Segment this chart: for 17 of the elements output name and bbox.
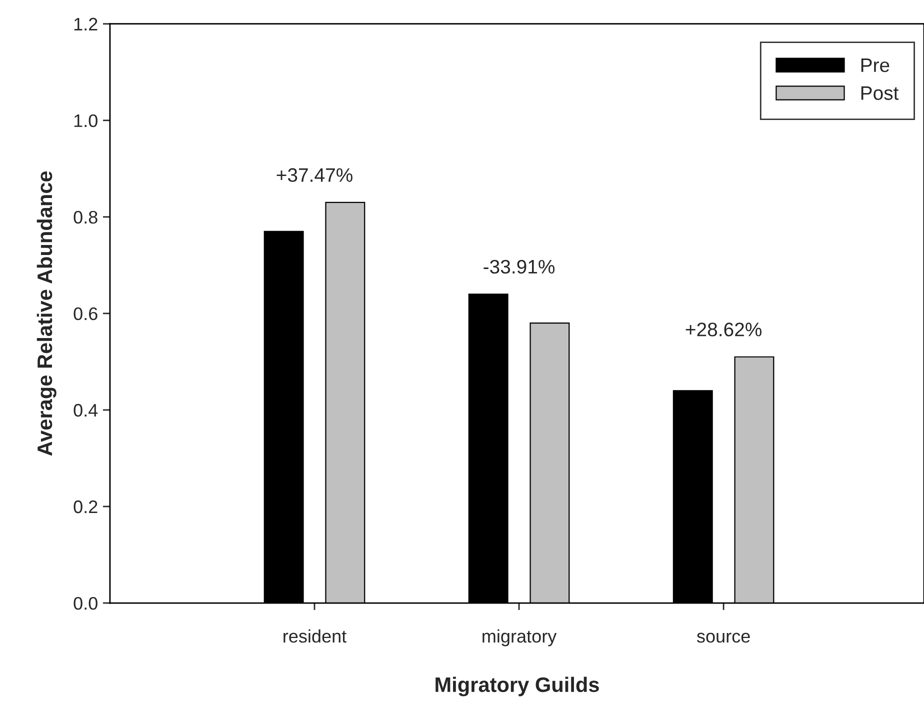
y-tick-label: 0.0 — [74, 596, 98, 610]
annotation: -33.91% — [484, 260, 555, 274]
legend-label: Pre — [861, 58, 890, 72]
x-tick-label: migratory — [482, 629, 557, 646]
x-axis-title: Migratory Guilds — [436, 676, 599, 696]
annotation: +37.47% — [276, 168, 352, 182]
y-axis-title: Average Relative Abundance — [36, 171, 56, 456]
y-tick-label: 0.4 — [74, 404, 98, 417]
x-tick-label: resident — [284, 629, 346, 643]
y-tick-label: 0.8 — [74, 210, 98, 224]
x-tick-label: source — [696, 632, 750, 643]
y-tick-label: 0.6 — [74, 307, 98, 320]
y-tick-label: 1.2 — [74, 18, 98, 30]
legend-label: Post — [861, 86, 899, 100]
y-tick-label: 0.2 — [74, 500, 98, 514]
y-tick-label: 1.0 — [74, 114, 98, 128]
annotation: +28.62% — [686, 322, 762, 336]
